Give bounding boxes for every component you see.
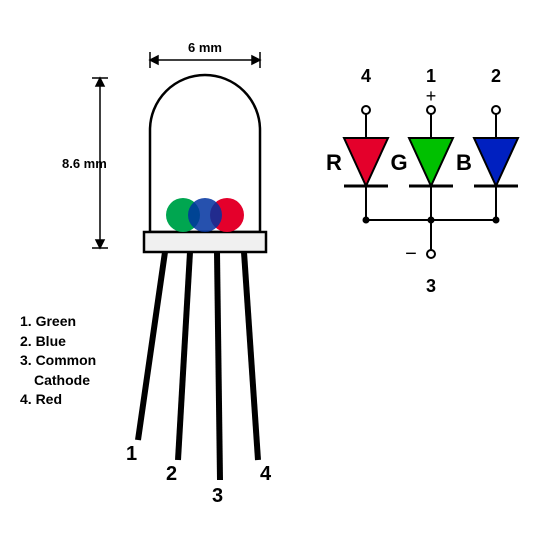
terminal bbox=[427, 106, 435, 114]
pin-4: 4 bbox=[260, 463, 272, 485]
legend-line: 1. Green bbox=[20, 312, 96, 332]
pin-1: 1 bbox=[126, 443, 137, 465]
sch-pin-3: 3 bbox=[426, 276, 436, 296]
letter-G: G bbox=[390, 150, 407, 175]
lead-4 bbox=[244, 252, 258, 460]
pin-legend: 1. Green 2. Blue 3. Common Cathode 4. Re… bbox=[20, 312, 96, 410]
sch-pin-2: 2 bbox=[491, 66, 501, 86]
terminal-cathode bbox=[427, 250, 435, 258]
sch-pin-4: 4 bbox=[361, 66, 371, 86]
legend-line: 2. Blue bbox=[20, 332, 96, 352]
letter-B: B bbox=[456, 150, 472, 175]
lead-2 bbox=[178, 252, 190, 460]
sch-pin-1: 1 bbox=[426, 66, 436, 86]
diode-B bbox=[474, 138, 518, 186]
sch-minus: − bbox=[405, 243, 417, 265]
diode-R bbox=[344, 138, 388, 186]
led-schematic: 4 1 2 + R G B − 3 bbox=[316, 60, 546, 360]
legend-line: 3. Common bbox=[20, 351, 96, 371]
leads bbox=[138, 252, 258, 480]
pin-3: 3 bbox=[212, 485, 223, 507]
terminal bbox=[492, 106, 500, 114]
led-physical-diagram: 6 mm 8.6 mm 1 2 3 4 bbox=[0, 0, 320, 546]
letter-R: R bbox=[326, 150, 342, 175]
lead-1 bbox=[138, 252, 165, 440]
width-label: 6 mm bbox=[188, 40, 222, 55]
dot-blue bbox=[188, 198, 222, 232]
diode-G bbox=[409, 138, 453, 186]
sch-plus: + bbox=[426, 86, 437, 106]
terminal bbox=[362, 106, 370, 114]
pin-2: 2 bbox=[166, 463, 177, 485]
height-label: 8.6 mm bbox=[62, 156, 107, 171]
legend-line: Cathode bbox=[20, 371, 96, 391]
lead-3 bbox=[217, 252, 220, 480]
legend-line: 4. Red bbox=[20, 390, 96, 410]
led-flange bbox=[144, 232, 266, 252]
